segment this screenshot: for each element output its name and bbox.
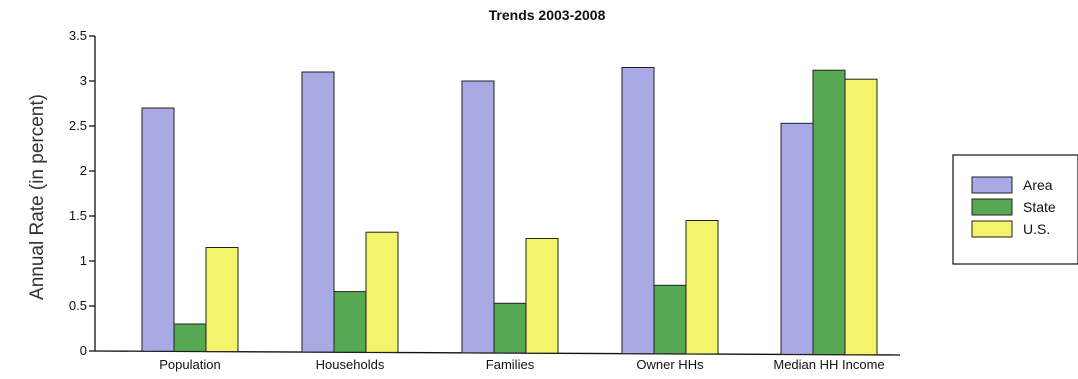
y-tick-label: 3.5	[69, 28, 87, 43]
bar-state-population	[173, 323, 207, 352]
y-tick-label: 2	[80, 163, 87, 178]
bar-state-households	[333, 291, 367, 353]
y-tick-label: 3	[80, 73, 87, 88]
bar-state-owner-hhs	[653, 284, 687, 355]
legend-swatch-state	[971, 198, 1013, 216]
legend-label: Area	[1023, 177, 1053, 193]
legend-label: U.S.	[1023, 221, 1050, 237]
bar-area-population	[141, 107, 175, 352]
bar-us-median-hh-income	[844, 78, 878, 356]
bar-area-households	[301, 71, 335, 353]
bar-us-families	[525, 238, 559, 354]
bar-us-households	[365, 231, 399, 353]
legend-label: State	[1023, 199, 1056, 215]
plot-area: 0 0.5 1 1.5 2 2.5 3 3.5 Population Households Fami…	[69, 28, 901, 372]
bar-state-median-hh-income	[812, 69, 846, 356]
y-axis-label: Annual Rate (in percent)	[27, 94, 48, 300]
x-category-label: Families	[486, 357, 535, 372]
chart-title: Trends 2003-2008	[489, 7, 606, 23]
bar-us-population	[205, 247, 239, 353]
y-tick-label: 2.5	[69, 118, 87, 133]
legend-swatch-area	[971, 176, 1013, 194]
x-category-label: Owner HHs	[636, 357, 704, 372]
legend: Area State U.S.	[952, 154, 1078, 265]
legend-swatch-us	[971, 220, 1013, 238]
y-tick-label: 0.5	[69, 298, 87, 313]
y-tick-label: 0	[80, 343, 87, 358]
bar-area-median-hh-income	[780, 122, 814, 355]
x-category-label: Households	[316, 357, 385, 372]
bar-area-families	[461, 80, 495, 354]
y-tick-label: 1.5	[69, 208, 87, 223]
bar-area-owner-hhs	[621, 67, 655, 355]
legend-box	[952, 154, 1078, 265]
bar-state-families	[493, 302, 527, 354]
y-tick-label: 1	[80, 253, 87, 268]
x-category-label: Population	[159, 357, 220, 372]
x-category-label: Median HH Income	[773, 357, 884, 372]
bar-us-owner-hhs	[685, 220, 719, 355]
